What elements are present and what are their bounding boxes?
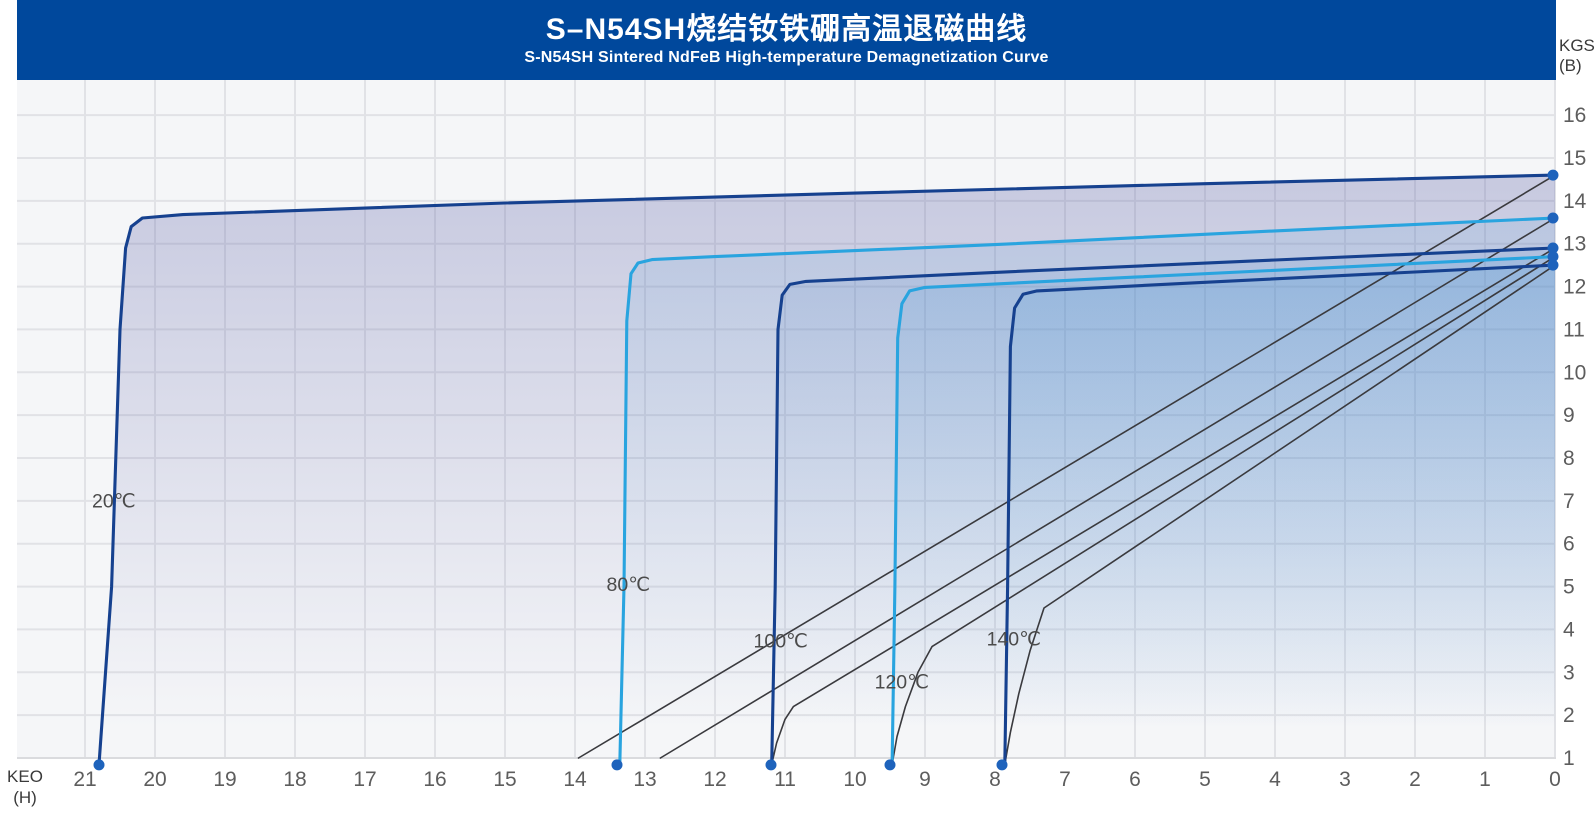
point-80c-br xyxy=(1547,212,1559,224)
temp-label-140c: 140℃ xyxy=(987,629,1042,651)
chart-subtitle: S-N54SH Sintered NdFeB High-temperature … xyxy=(524,49,1049,67)
x-axis-unit-name: KEO xyxy=(7,767,43,786)
y-axis-unit-name: KGS xyxy=(1559,36,1595,55)
y-axis-unit-symbol: (B) xyxy=(1559,56,1582,75)
x-axis-unit-label: KEO (H) xyxy=(0,766,50,808)
x-tick-label-14: 14 xyxy=(563,768,587,791)
temp-label-20c: 20℃ xyxy=(92,490,136,512)
point-120c-br xyxy=(1547,251,1559,263)
x-tick-label-0: 0 xyxy=(1549,768,1561,791)
y-tick-label-6: 6 xyxy=(1563,533,1575,556)
y-axis-unit-label: KGS (B) xyxy=(1559,36,1596,76)
temp-label-120c: 120℃ xyxy=(875,672,930,694)
x-tick-label-20: 20 xyxy=(143,768,166,791)
curve-120c-intrinsic xyxy=(890,255,1557,766)
y-tick-label-16: 16 xyxy=(1563,104,1586,127)
y-tick-label-4: 4 xyxy=(1563,618,1575,641)
y-tick-label-3: 3 xyxy=(1563,661,1575,684)
y-tick-label-15: 15 xyxy=(1563,147,1586,170)
point-120c-hci xyxy=(884,759,896,771)
x-tick-label-12: 12 xyxy=(703,768,726,791)
curve-120c-normal xyxy=(891,255,1556,766)
x-tick-label-15: 15 xyxy=(493,768,516,791)
temp-label-100c: 100℃ xyxy=(754,630,809,652)
y-tick-label-8: 8 xyxy=(1563,447,1575,470)
x-tick-label-17: 17 xyxy=(353,768,376,791)
y-tick-label-7: 7 xyxy=(1563,490,1575,513)
point-100c-hci xyxy=(765,759,777,771)
curve-100c-intrinsic xyxy=(770,246,1557,766)
x-tick-label-6: 6 xyxy=(1129,768,1141,791)
y-tick-label-11: 11 xyxy=(1563,318,1585,341)
x-tick-label-3: 3 xyxy=(1339,768,1351,791)
point-140c-hci xyxy=(996,759,1008,771)
curve-100c-normal xyxy=(770,247,1556,766)
x-tick-label-7: 7 xyxy=(1059,768,1071,791)
point-80c-hci xyxy=(611,759,623,771)
point-20c-br xyxy=(1547,169,1559,181)
y-tick-label-12: 12 xyxy=(1563,276,1586,299)
curve-140c-normal xyxy=(1004,264,1556,766)
point-100c-br xyxy=(1547,242,1559,254)
x-tick-label-1: 1 xyxy=(1479,768,1491,791)
chart-title: S–N54SH烧结钕铁硼高温退磁曲线 xyxy=(545,12,1028,46)
curve-140c-intrinsic xyxy=(1003,263,1557,766)
point-140c-br xyxy=(1547,259,1559,271)
curve-80c-intrinsic xyxy=(618,216,1557,766)
x-tick-label-4: 4 xyxy=(1269,768,1281,791)
x-tick-label-19: 19 xyxy=(213,768,236,791)
y-tick-label-1: 1 xyxy=(1563,747,1575,770)
curve-80c-normal xyxy=(659,217,1556,759)
y-tick-label-13: 13 xyxy=(1563,233,1586,256)
x-tick-label-10: 10 xyxy=(843,768,866,791)
x-tick-label-11: 11 xyxy=(774,768,796,791)
x-axis-unit-symbol: (H) xyxy=(13,788,37,807)
point-20c-hci xyxy=(93,759,105,771)
y-tick-label-2: 2 xyxy=(1563,704,1575,727)
y-tick-label-5: 5 xyxy=(1563,576,1575,599)
chart-header: S–N54SH烧结钕铁硼高温退磁曲线 S-N54SH Sintered NdFe… xyxy=(17,0,1556,80)
x-tick-label-18: 18 xyxy=(283,768,306,791)
x-tick-label-21: 21 xyxy=(73,768,96,791)
x-tick-label-9: 9 xyxy=(919,768,931,791)
y-tick-label-10: 10 xyxy=(1563,361,1586,384)
x-tick-label-16: 16 xyxy=(423,768,446,791)
y-tick-label-14: 14 xyxy=(1563,190,1587,213)
x-tick-label-8: 8 xyxy=(989,768,1001,791)
y-tick-label-9: 9 xyxy=(1563,404,1575,427)
x-tick-label-5: 5 xyxy=(1199,768,1211,791)
curve-20c-intrinsic xyxy=(97,173,1557,766)
x-tick-label-2: 2 xyxy=(1409,768,1421,791)
temp-label-80c: 80℃ xyxy=(607,574,651,596)
fill-region-140c xyxy=(1002,265,1555,758)
x-tick-label-13: 13 xyxy=(633,768,656,791)
